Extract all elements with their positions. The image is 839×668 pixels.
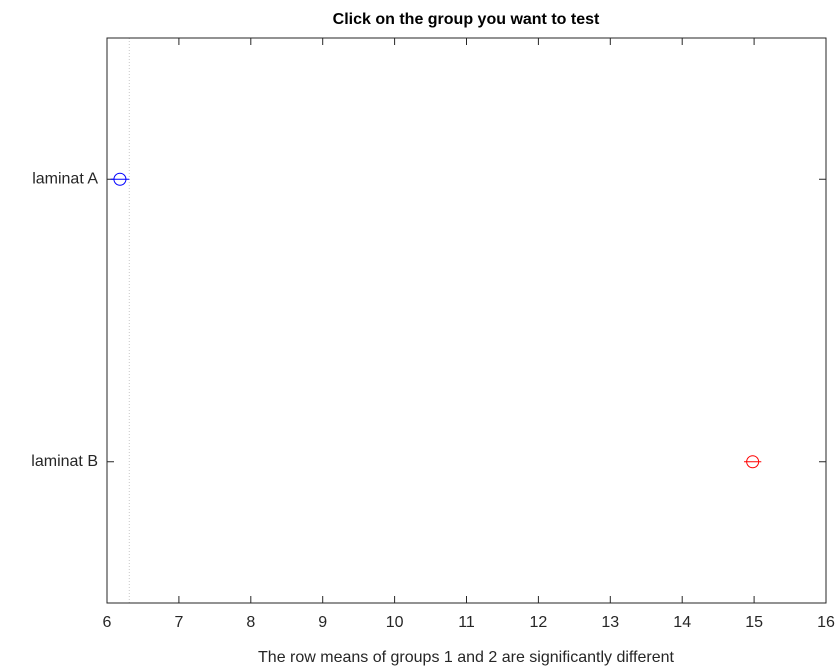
mean-marker (113, 172, 127, 186)
x-tick-label: 14 (673, 614, 691, 631)
x-tick-label: 8 (246, 614, 255, 631)
y-tick-label: laminat A (32, 170, 98, 187)
x-tick-label: 11 (458, 614, 475, 631)
x-tick-label: 7 (174, 614, 183, 631)
x-tick-label: 10 (386, 614, 404, 631)
y-tick-label: laminat B (31, 453, 98, 470)
x-tick-label: 6 (103, 614, 112, 631)
x-tick-label: 9 (318, 614, 327, 631)
x-tick-label: 12 (530, 614, 548, 631)
x-axis-label: The row means of groups 1 and 2 are sign… (258, 649, 674, 666)
mean-marker (746, 455, 760, 469)
x-tick-label: 16 (817, 614, 835, 631)
chart-title: Click on the group you want to test (333, 11, 600, 28)
x-tick-label: 13 (601, 614, 619, 631)
x-tick-label: 15 (745, 614, 763, 631)
